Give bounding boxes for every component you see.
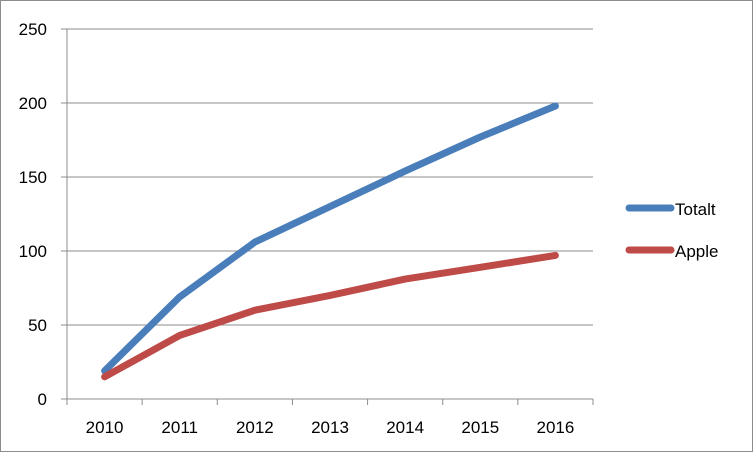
x-tick-label: 2015 — [461, 418, 499, 437]
y-tick-label: 100 — [19, 242, 47, 261]
x-tick-label: 2010 — [86, 418, 124, 437]
legend-label-apple: Apple — [675, 242, 718, 261]
y-tick-label: 200 — [19, 94, 47, 113]
x-tick-label: 2012 — [236, 418, 274, 437]
x-tick-label: 2014 — [386, 418, 424, 437]
gridlines — [67, 28, 593, 326]
legend-label-totalt: Totalt — [675, 200, 716, 219]
y-tick-label: 50 — [28, 316, 47, 335]
x-axis-tick-labels: 2010 2011 2012 2013 2014 2015 2016 — [86, 418, 575, 437]
x-tick-label: 2013 — [311, 418, 349, 437]
y-axis-tick-labels: 0 50 100 150 200 250 — [19, 20, 47, 409]
y-tick-label: 0 — [38, 390, 47, 409]
series-lines — [101, 102, 559, 381]
axes — [61, 28, 594, 405]
y-tick-label: 150 — [19, 168, 47, 187]
legend: Totalt Apple — [625, 200, 718, 261]
y-tick-label: 250 — [19, 20, 47, 39]
x-tick-label: 2016 — [537, 418, 575, 437]
x-tick-label: 2011 — [161, 418, 198, 437]
series-line-totalt — [101, 102, 559, 375]
series-line-apple — [101, 251, 559, 381]
